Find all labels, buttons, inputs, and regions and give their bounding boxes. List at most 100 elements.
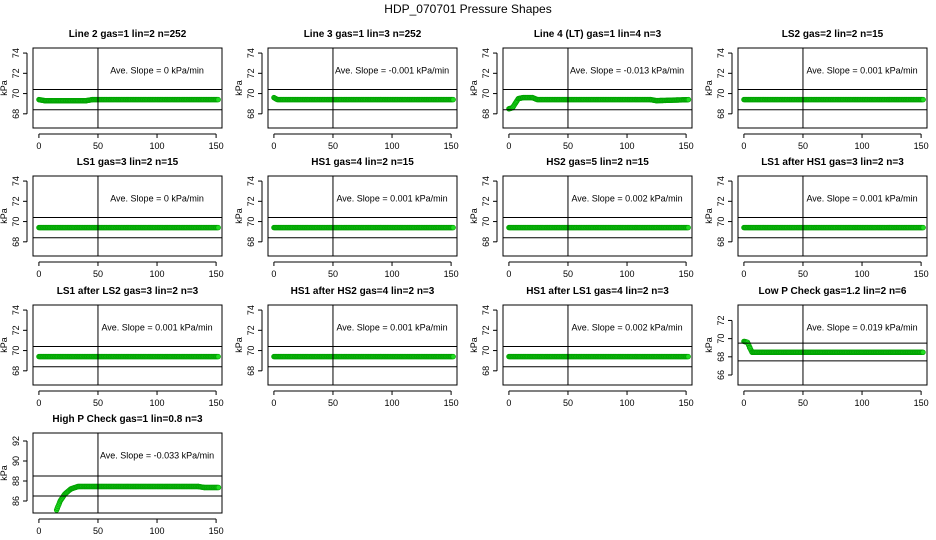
y-tick-label: 74 (246, 176, 256, 186)
y-tick-label: 68 (481, 237, 491, 247)
panel-title: Line 2 gas=1 lin=2 n=252 (69, 29, 187, 40)
plot-frame (32, 47, 223, 129)
x-tick-label: 50 (93, 269, 103, 279)
y-tick-label: 72 (716, 196, 726, 206)
x-tick-label: 100 (385, 269, 400, 279)
panel-title: LS1 after HS1 gas=3 lin=2 n=3 (761, 157, 904, 168)
y-tick-label: 74 (246, 305, 256, 315)
panel: LS1 after LS2 gas=3 lin=2 n=3 Ave. Slope … (0, 286, 224, 408)
plot-frame (737, 47, 928, 129)
y-tick-label: 72 (716, 315, 726, 325)
x-tick-label: 0 (36, 269, 41, 279)
y-tick-label: 70 (481, 346, 491, 356)
y-tick-label: 74 (481, 305, 491, 315)
panel: HS1 gas=4 lin=2 n=15 Ave. Slope = 0.001 k… (234, 157, 459, 279)
y-tick-label: 70 (481, 217, 491, 227)
y-tick-label: 72 (246, 68, 256, 78)
data-series (271, 224, 456, 231)
y-tick-label: 74 (11, 305, 21, 315)
data-point (450, 224, 456, 231)
panel: HS2 gas=5 lin=2 n=15 Ave. Slope = 0.002 k… (469, 157, 694, 279)
data-point (215, 96, 221, 103)
panel: LS1 after HS1 gas=3 lin=2 n=3 Ave. Slope … (704, 157, 929, 279)
data-point (215, 224, 221, 231)
y-axis-label: kPa (0, 337, 9, 353)
x-tick-label: 50 (328, 141, 338, 151)
y-tick-label: 70 (716, 217, 726, 227)
y-axis-label: kPa (234, 208, 244, 224)
y-axis-label: kPa (234, 80, 244, 96)
data-series (506, 94, 692, 112)
x-tick-label: 0 (271, 398, 276, 408)
panel-title: LS2 gas=2 lin=2 n=15 (782, 29, 884, 40)
figure-title: HDP_070701 Pressure Shapes (384, 2, 551, 16)
plot-frame (502, 47, 693, 129)
slope-annotation: Ave. Slope = 0.001 kPa/min (806, 66, 917, 76)
y-tick-label: 68 (716, 237, 726, 247)
y-tick-label: 88 (11, 476, 21, 486)
y-tick-label: 70 (246, 217, 256, 227)
plot-frame (502, 175, 693, 257)
x-tick-label: 50 (93, 141, 103, 151)
data-point (920, 96, 926, 103)
y-tick-label: 86 (11, 496, 21, 506)
data-point (685, 224, 691, 231)
y-tick-label: 74 (11, 176, 21, 186)
panel-title: Line 3 gas=1 lin=3 n=252 (304, 29, 422, 40)
slope-annotation: Ave. Slope = 0.019 kPa/min (806, 323, 917, 333)
y-tick-label: 70 (11, 346, 21, 356)
data-series (741, 224, 926, 231)
panel-title: HS2 gas=5 lin=2 n=15 (546, 157, 649, 168)
y-tick-label: 72 (481, 325, 491, 335)
panel: High P Check gas=1 lin=0.8 n=3 Ave. Slope… (0, 414, 224, 536)
x-tick-label: 50 (798, 141, 808, 151)
y-tick-label: 72 (246, 325, 256, 335)
panel: HS1 after HS2 gas=4 lin=2 n=3 Ave. Slope … (234, 286, 459, 408)
y-tick-label: 68 (716, 352, 726, 362)
x-tick-label: 100 (855, 141, 870, 151)
plot-frame (32, 175, 223, 257)
y-tick-label: 72 (11, 325, 21, 335)
y-axis-label: kPa (469, 337, 479, 353)
slope-annotation: Ave. Slope = 0.001 kPa/min (336, 194, 447, 204)
data-series (741, 96, 926, 103)
y-tick-label: 68 (716, 109, 726, 119)
panel-title: HS1 gas=4 lin=2 n=15 (311, 157, 414, 168)
panel: Low P Check gas=1.2 lin=2 n=6 Ave. Slope … (704, 286, 929, 408)
y-tick-label: 70 (11, 217, 21, 227)
y-tick-label: 70 (246, 346, 256, 356)
y-tick-label: 68 (481, 366, 491, 376)
y-tick-label: 70 (481, 89, 491, 99)
plot-frame (267, 304, 458, 386)
x-tick-label: 100 (620, 269, 635, 279)
x-tick-label: 150 (914, 269, 929, 279)
x-tick-label: 150 (209, 141, 224, 151)
slope-annotation: Ave. Slope = 0.001 kPa/min (336, 323, 447, 333)
y-tick-label: 68 (11, 237, 21, 247)
panel-title: HS1 after HS2 gas=4 lin=2 n=3 (291, 286, 435, 297)
x-tick-label: 150 (209, 526, 224, 536)
slope-annotation: Ave. Slope = 0 kPa/min (110, 194, 204, 204)
y-tick-label: 74 (481, 48, 491, 58)
data-point (215, 353, 221, 360)
x-tick-label: 100 (150, 141, 165, 151)
y-tick-label: 74 (246, 48, 256, 58)
panel-title: HS1 after LS1 gas=4 lin=2 n=3 (526, 286, 669, 297)
x-tick-label: 0 (271, 141, 276, 151)
y-tick-label: 68 (246, 237, 256, 247)
slope-annotation: Ave. Slope = 0.001 kPa/min (806, 194, 917, 204)
data-series (506, 224, 691, 231)
y-axis-label: kPa (704, 208, 714, 224)
data-series (506, 353, 691, 360)
y-axis-label: kPa (704, 337, 714, 353)
x-tick-label: 150 (679, 269, 694, 279)
data-series (36, 353, 221, 360)
panel: Line 2 gas=1 lin=2 n=252 Ave. Slope = 0 k… (0, 29, 224, 151)
x-tick-label: 0 (271, 269, 276, 279)
y-tick-label: 92 (11, 436, 21, 446)
data-series (36, 96, 221, 104)
y-tick-label: 66 (716, 370, 726, 380)
x-tick-label: 150 (679, 398, 694, 408)
y-tick-label: 72 (246, 196, 256, 206)
y-axis-label: kPa (0, 208, 9, 224)
